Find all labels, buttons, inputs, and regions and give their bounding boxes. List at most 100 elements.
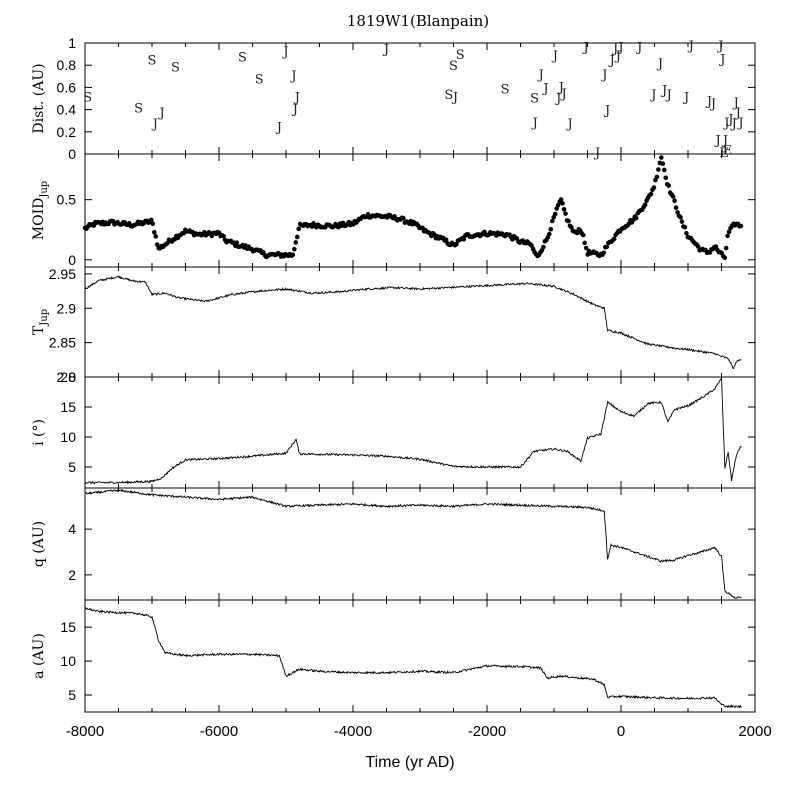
encounter-marker-j: J [600, 68, 607, 83]
encounter-marker-j: J [714, 134, 721, 149]
encounter-marker-j: J [611, 41, 618, 56]
moid-point [651, 185, 657, 190]
moid-point [401, 215, 406, 221]
moid-point [149, 217, 154, 223]
encounter-marker-j: J [382, 43, 389, 58]
panel-a: 5 10 15 a (AU) [31, 599, 756, 713]
encounter-marker-j: J [705, 95, 712, 110]
encounter-marker-j: J [559, 87, 566, 102]
panel-tjup: 2.8 2.85 2.9 2.95 TJup [31, 266, 756, 385]
encounter-marker-j: J [293, 90, 300, 105]
moid-point [672, 198, 677, 204]
encounter-marker-j: J [537, 68, 544, 83]
y-tick-label: 0 [68, 146, 76, 162]
encounter-marker-j: J [281, 45, 288, 60]
encounter-marker-j: J [582, 40, 589, 55]
moid-point [582, 240, 587, 246]
encounter-marker-s: S [83, 90, 92, 105]
moid-point [666, 183, 672, 188]
y-axis-label: TJup [31, 309, 50, 335]
moid-point [560, 201, 565, 206]
y-tick-label: 1 [68, 35, 76, 51]
encounter-marker-j: J [289, 69, 296, 84]
encounter-marker-s: S [255, 73, 264, 88]
encounter-marker-j: J [682, 90, 689, 105]
encounter-marker-j: J [541, 81, 548, 96]
moid-point [695, 244, 701, 249]
moid-point [675, 210, 680, 215]
moid-point [633, 215, 639, 221]
moid-point [738, 223, 744, 229]
moid-point [642, 202, 648, 208]
moid-point [151, 230, 157, 235]
moid-point [461, 236, 467, 242]
series-line-tjup [84, 275, 742, 370]
encounter-marker-s: S [530, 91, 539, 106]
moid-point [552, 211, 558, 217]
encounter-marker-j: J [557, 80, 564, 95]
encounter-marker-j: J [649, 88, 656, 103]
x-axis: -8000 -6000 -4000 -2000 0 2000 [66, 723, 772, 740]
moid-point [611, 236, 617, 242]
moid-point [684, 230, 689, 236]
moid-point [583, 245, 589, 251]
y-tick-label: 0.4 [57, 102, 77, 118]
y-axis-label-sub: Jup [39, 181, 50, 199]
x-tick-label: -8000 [66, 723, 104, 740]
encounter-marker-s: S [449, 59, 458, 74]
moid-point [569, 225, 574, 230]
y-tick-label: 0.2 [57, 124, 77, 140]
moid-point [547, 231, 552, 237]
encounter-marker-j: J [603, 104, 610, 119]
x-tick-label: 2000 [738, 723, 771, 740]
encounter-marker-j: J [734, 106, 741, 121]
moid-point [679, 219, 685, 224]
encounter-marker-j: J [716, 39, 723, 54]
encounter-marker-j: J [732, 96, 739, 111]
y-tick-label: 2.9 [57, 300, 77, 316]
series-line-incl [84, 377, 742, 485]
encounter-marker-j: J [722, 116, 729, 131]
encounter-marker-j: J [565, 117, 572, 132]
x-tick-label: -6000 [200, 723, 238, 740]
moid-point [548, 226, 554, 232]
moid-point [660, 161, 666, 166]
moid-point [654, 174, 660, 180]
moid-point [648, 191, 654, 197]
moid-point [290, 252, 296, 258]
y-tick-label: 5 [68, 687, 76, 703]
x-axis-label: Time (yr AD) [365, 754, 454, 771]
series-line-q [84, 488, 742, 599]
x-tick-label: -4000 [334, 723, 372, 740]
series-line-a [84, 607, 742, 709]
y-axis-label: a (AU) [31, 633, 47, 679]
encounter-marker-j: J [736, 116, 743, 131]
y-tick-label: 0 [68, 252, 76, 268]
moid-point [726, 229, 732, 235]
encounter-marker-j: J [531, 116, 538, 131]
panel-frame [84, 266, 756, 378]
encounter-marker-j: J [721, 134, 728, 149]
moid-point [663, 175, 669, 181]
moid-points [82, 155, 744, 261]
moid-point [558, 197, 564, 202]
y-tick-label: 15 [60, 619, 76, 635]
y-axis-label: Dist. (AU) [31, 63, 47, 133]
panel-q: 2 4 q (AU) [31, 487, 756, 601]
encounter-marker-s: S [456, 48, 465, 63]
moid-point [549, 218, 555, 224]
moid-point [659, 155, 664, 160]
y-tick-label: 15 [60, 399, 76, 415]
encounter-marker-j: J [616, 40, 623, 55]
y-tick-label: 2 [68, 567, 76, 583]
moid-point [150, 221, 156, 227]
encounter-marker-s: S [148, 54, 157, 69]
moid-point [296, 226, 302, 232]
y-tick-label: 4 [68, 521, 76, 537]
encounter-marker-s: S [444, 88, 453, 103]
y-axis-label: MOIDJup [31, 181, 50, 240]
y-axis-label: i (°) [31, 419, 47, 446]
encounter-marker-j: J [554, 91, 561, 106]
encounter-marker-j: J [665, 88, 672, 103]
